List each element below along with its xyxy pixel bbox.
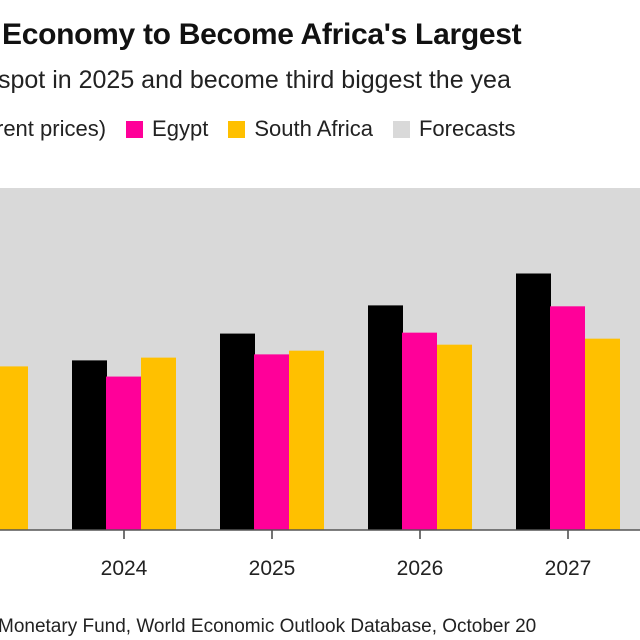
legend-swatch-egypt [126,120,144,138]
bar-series-1-2024 [72,360,107,530]
bar-series-1-2027 [516,273,551,530]
x-tick-label: 2025 [249,557,296,580]
bar-south-africa-2025 [289,350,324,530]
x-tick-label: 2027 [545,557,592,580]
bar-south-africa-2023 [0,366,28,530]
legend-item-south-africa: South Africa [228,116,373,142]
bar-south-africa-2026 [437,344,472,530]
legend-swatch-forecasts [392,120,410,138]
bar-series-1-2026 [368,305,403,530]
chart-subtitle: spot in 2025 and become third biggest th… [0,66,511,94]
legend: rent prices) Egypt South Africa Forecast… [0,116,536,142]
x-tick-label: 2024 [101,557,148,580]
x-tick-label: 2026 [397,557,444,580]
legend-label: Forecasts [418,116,516,141]
chart-title: Economy to Become Africa's Largest [2,18,522,51]
legend-label: Egypt [152,116,209,141]
bar-egypt-2025 [254,354,289,530]
bar-egypt-2027 [550,306,585,530]
bar-south-africa-2027 [585,338,620,530]
legend-item-egypt: Egypt [126,116,208,142]
bar-series-1-2025 [220,333,255,530]
legend-prefix: rent prices) [0,116,107,141]
legend-swatch-south-africa [228,120,246,138]
bar-egypt-2024 [106,376,141,530]
legend-label: South Africa [254,116,373,141]
source-note: Monetary Fund, World Economic Outlook Da… [0,616,537,637]
bar-south-africa-2024 [141,357,176,530]
legend-item-forecasts: Forecasts [392,116,516,142]
bar-egypt-2026 [402,332,437,530]
